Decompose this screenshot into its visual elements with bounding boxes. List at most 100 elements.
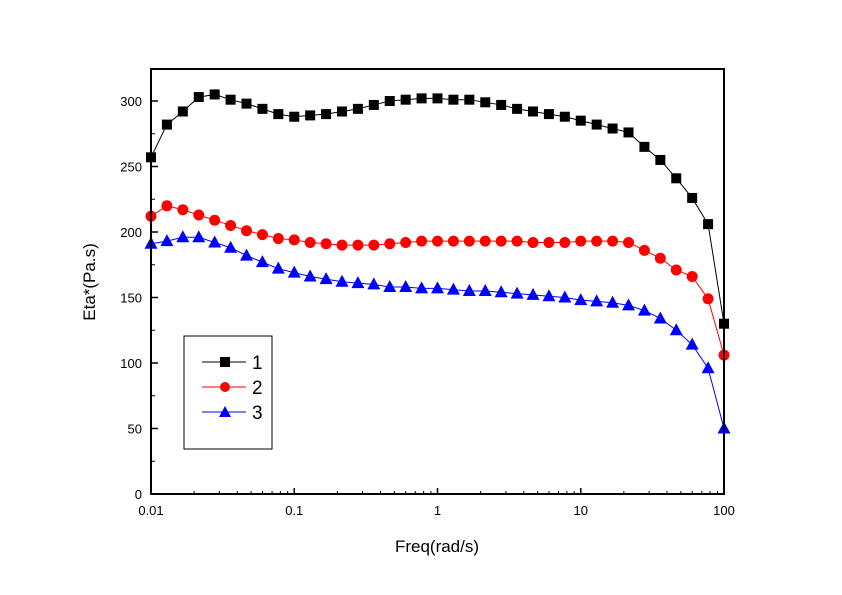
data-point [271,261,285,274]
data-point [527,236,539,248]
data-point [558,290,572,303]
data-point [303,269,317,282]
data-point [496,99,507,110]
data-point [606,295,620,308]
data-point [161,200,173,212]
y-tick-label: 200 [120,225,142,240]
y-tick-label: 250 [120,160,142,175]
data-point [288,234,300,246]
data-point [607,235,619,247]
data-point [543,236,555,248]
data-point [241,225,252,237]
data-point [384,96,395,106]
data-point [416,235,428,247]
data-point [653,311,667,324]
legend-square-marker-icon [220,357,230,367]
data-point [511,235,523,247]
series-1 [146,89,729,329]
ticks-layer: 0.01 0.1 1 10 100 0 50 100 150 200 250 300 [120,94,735,518]
data-point [431,281,444,294]
legend-label-3: 3 [252,403,263,424]
data-point [193,92,204,103]
legend-item-2: 2 [202,378,263,399]
data-point [528,106,538,117]
x-tick-label: 1 [434,503,441,518]
y-tick-label: 150 [120,291,142,306]
data-point [574,293,588,306]
data-point [161,119,172,130]
data-point [607,123,618,134]
data-point [415,281,429,294]
data-point [480,97,491,108]
data-point [559,236,571,248]
data-point [575,235,587,247]
data-point [638,244,650,256]
data-point [448,94,459,105]
data-point [591,235,603,247]
data-point [542,289,556,302]
data-point [432,93,443,104]
data-point [225,219,237,231]
y-tick-label: 0 [135,487,142,502]
data-point [224,240,238,253]
x-tick-label: 0.01 [138,503,163,518]
data-point [160,234,174,247]
data-point [510,286,524,299]
data-point [479,235,491,247]
data-point [446,282,460,295]
data-point [654,252,666,264]
x-tick-label: 100 [713,503,735,518]
data-point [464,94,475,105]
data-point [575,115,586,126]
data-point [225,94,236,105]
data-point [176,230,190,243]
data-point [687,192,698,203]
data-point [367,277,381,290]
y-tick-label: 50 [128,422,142,437]
data-point [591,119,602,130]
data-point [208,235,222,248]
data-point [432,235,443,247]
data-point [352,239,364,251]
data-point [478,283,492,296]
data-point [287,265,301,278]
data-point [447,235,459,247]
data-point [337,106,347,117]
legend-label-1: 1 [252,353,263,374]
legend: 1 2 3 [183,335,273,450]
data-point [703,219,714,230]
data-point [416,93,427,104]
data-point [639,141,650,152]
data-point [335,274,349,287]
data-point [590,294,604,307]
x-tick-label: 0.1 [285,503,303,518]
data-point [399,280,413,293]
data-point [670,264,682,276]
data-point [193,209,205,221]
data-point [559,111,570,122]
data-point [669,323,683,336]
x-tick-label: 10 [574,503,588,518]
data-point [319,272,333,285]
legend-item-3: 3 [202,403,263,424]
data-point [463,235,475,247]
data-point [272,233,284,245]
data-point [671,173,682,184]
y-axis-title: Eta*(Pa.s) [80,243,99,320]
data-point [289,111,300,122]
data-point [368,99,379,110]
data-point [320,238,332,250]
data-point [192,230,206,243]
legend-item-1: 1 [202,353,263,374]
data-point [177,204,189,216]
data-point [383,280,397,293]
data-point [257,103,268,114]
data-point [512,103,523,114]
y-tick-label: 100 [120,356,142,371]
data-point [462,283,476,296]
series-3 [144,230,731,434]
data-point [526,287,540,300]
y-tick-label: 300 [120,94,142,109]
data-point [400,236,412,248]
